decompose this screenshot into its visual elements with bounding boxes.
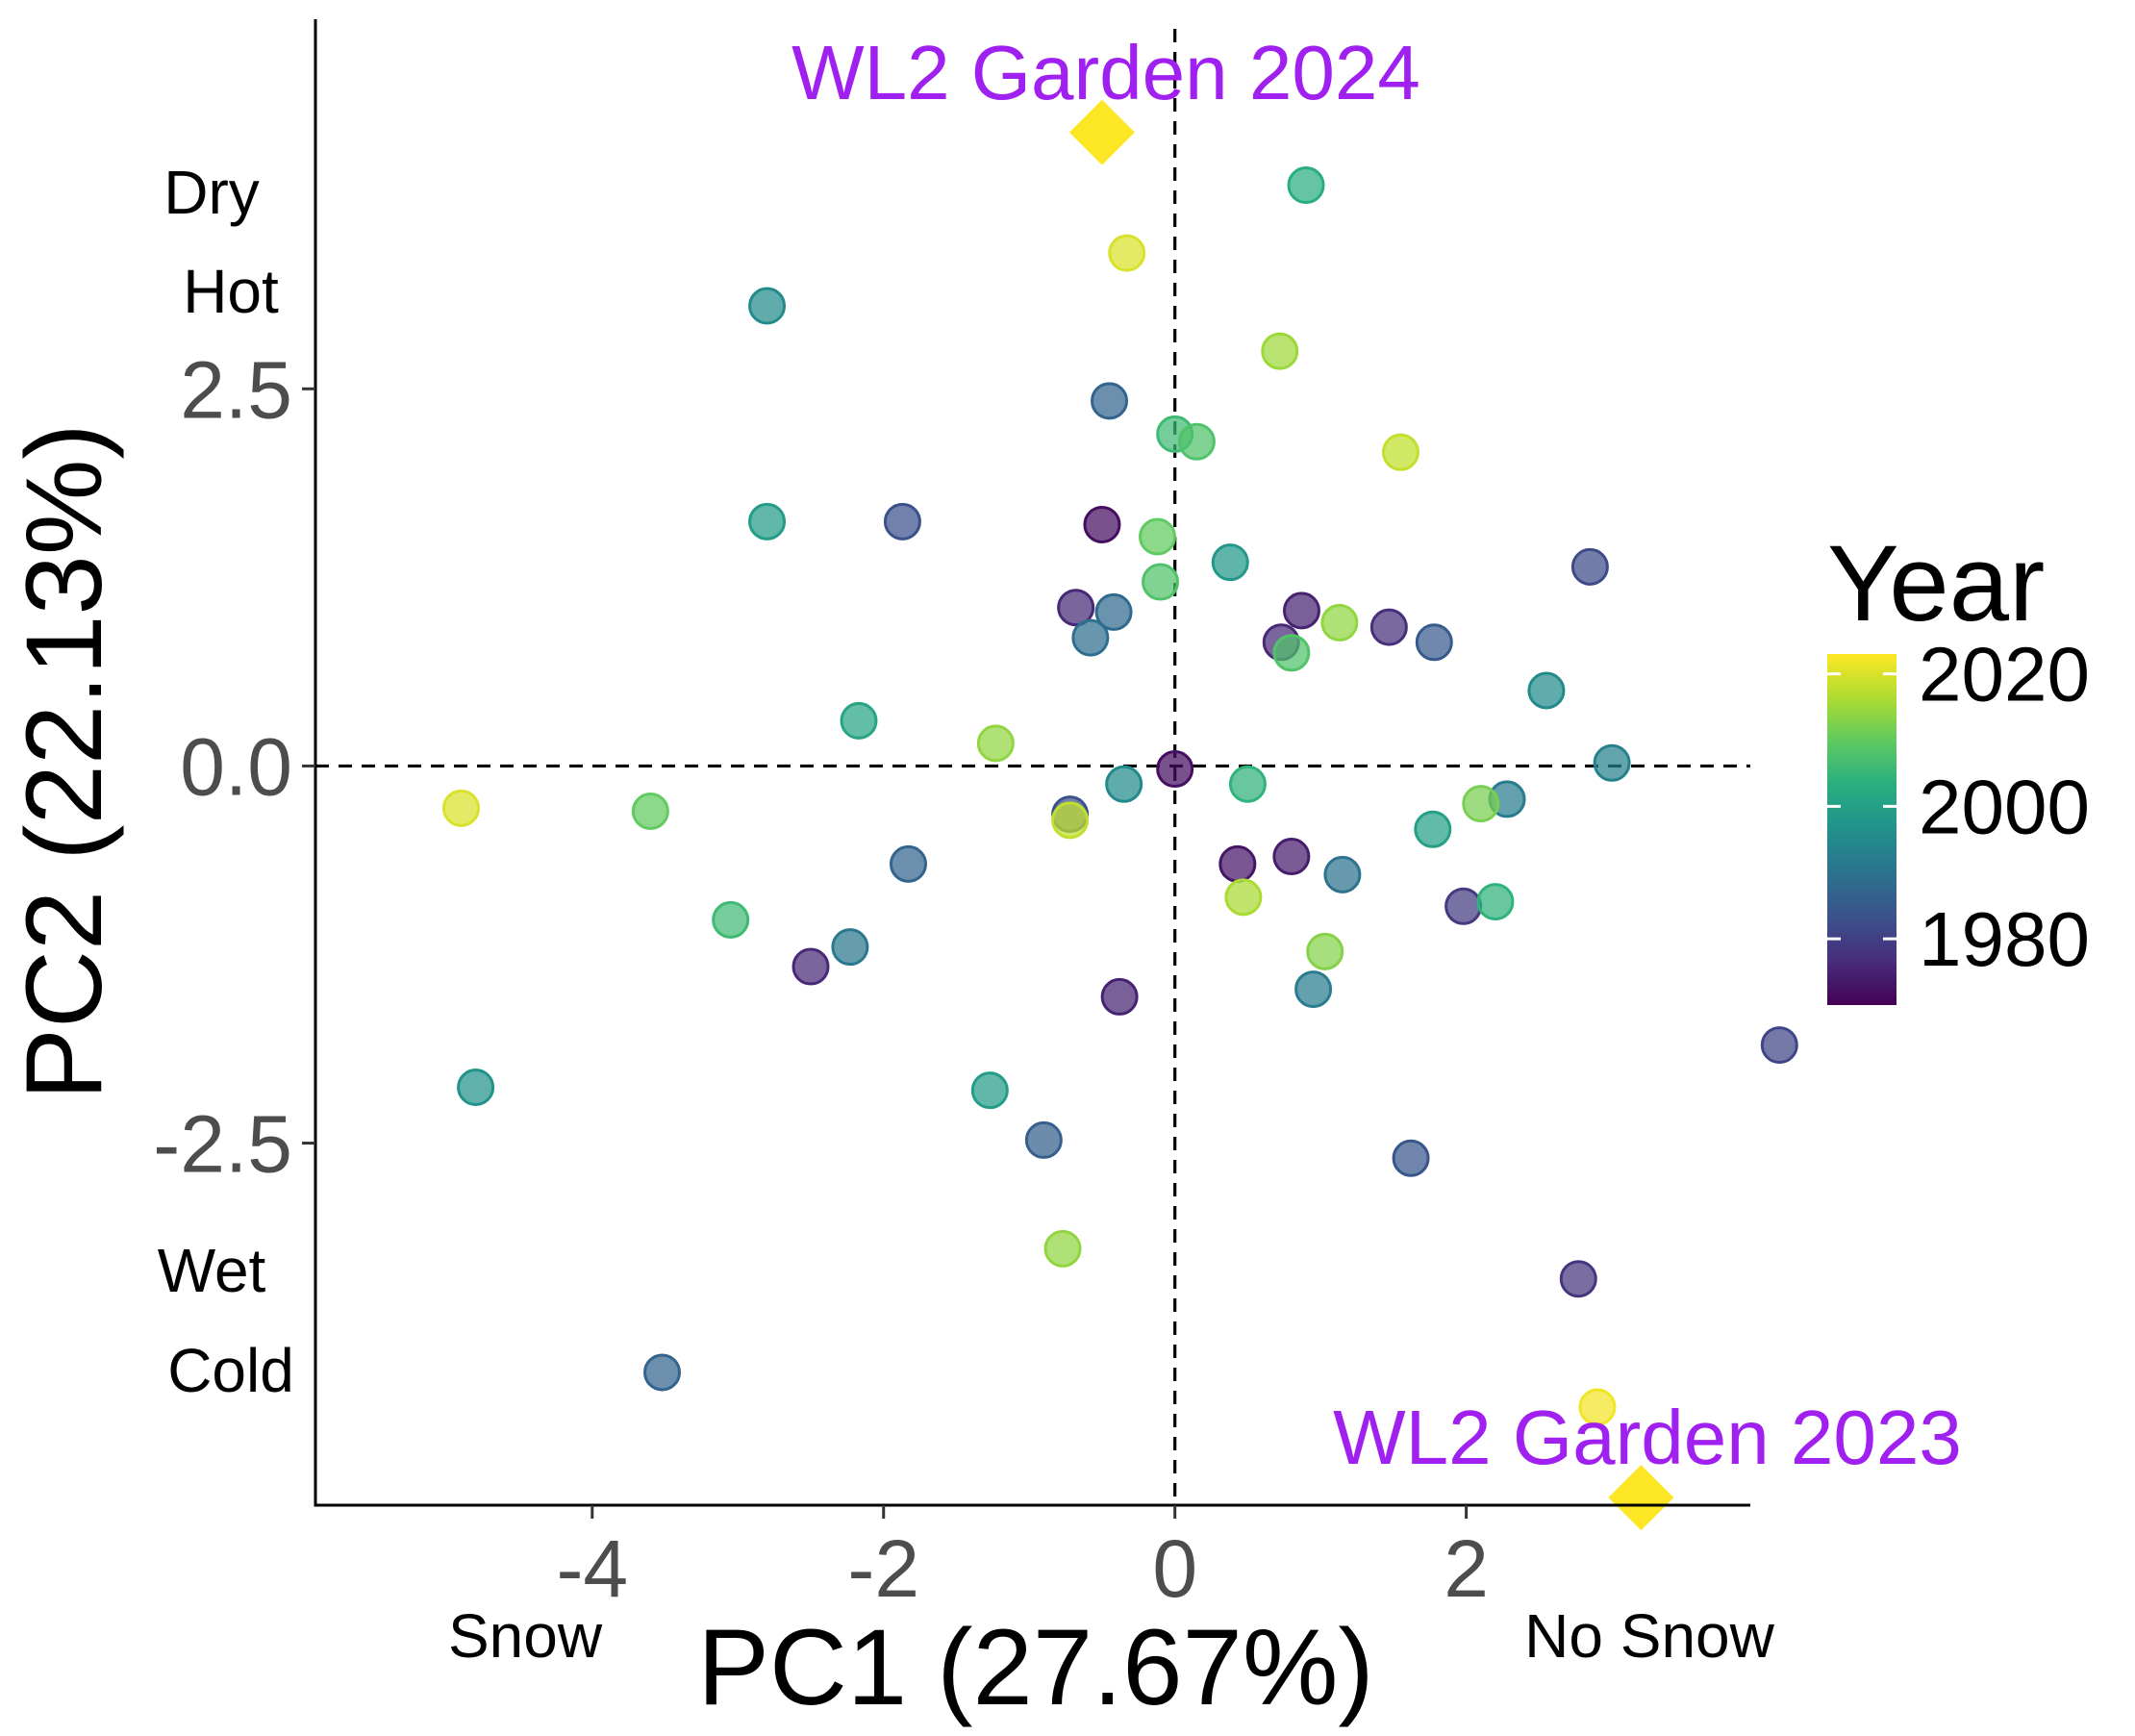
x-tick-label: 2 xyxy=(1444,1523,1489,1614)
data-point xyxy=(840,701,878,740)
data-point xyxy=(1578,1388,1617,1426)
data-point xyxy=(1071,618,1110,657)
y-tick-label: -2.5 xyxy=(153,1099,292,1190)
data-point xyxy=(1100,977,1139,1016)
garden-markers xyxy=(1068,99,1674,1531)
reference-lines xyxy=(315,29,1750,1505)
data-point xyxy=(1272,838,1311,876)
data-point xyxy=(1559,1260,1597,1298)
garden-label: WL2 Garden 2024 xyxy=(791,30,1420,115)
data-point xyxy=(1142,563,1180,601)
data-point xyxy=(1272,634,1311,672)
cold-label: Cold xyxy=(167,1336,294,1405)
data-point xyxy=(1287,166,1325,205)
dry-label: Dry xyxy=(163,158,260,227)
data-point xyxy=(441,789,480,827)
wet-label: Wet xyxy=(158,1236,266,1305)
y-tick-label: 0.0 xyxy=(180,721,292,812)
data-point xyxy=(1593,743,1631,782)
data-point xyxy=(1156,750,1194,789)
data-point xyxy=(1415,623,1453,662)
data-point xyxy=(1527,671,1566,710)
y-tick-label: 2.5 xyxy=(180,344,292,435)
data-point xyxy=(1177,422,1216,461)
x-tick-label: -2 xyxy=(847,1523,919,1614)
data-point xyxy=(1139,517,1177,556)
data-point xyxy=(791,947,830,986)
data-point xyxy=(831,928,869,967)
data-point xyxy=(1444,887,1483,925)
x-tick-label: -4 xyxy=(556,1523,628,1614)
data-point xyxy=(1760,1026,1798,1065)
data-point xyxy=(1083,505,1121,543)
data-point xyxy=(1282,591,1320,630)
legend-tick-label: 1980 xyxy=(1919,896,2090,982)
data-point xyxy=(1043,1229,1082,1268)
data-point xyxy=(1224,878,1263,917)
data-point xyxy=(1094,592,1133,631)
data-point xyxy=(1051,801,1090,840)
data-point xyxy=(970,1071,1009,1110)
data-point xyxy=(1024,1120,1063,1159)
data-point xyxy=(1057,589,1095,627)
garden-diamond-marker xyxy=(1608,1465,1674,1531)
garden-diamond-marker xyxy=(1068,99,1135,165)
data-point xyxy=(1570,547,1609,586)
data-point xyxy=(1369,608,1408,646)
legend: Year 1980 2000 2020 xyxy=(1827,523,2090,1005)
data-point xyxy=(883,502,921,541)
data-point xyxy=(1476,883,1515,921)
data-point xyxy=(1228,765,1267,803)
legend-tick-label: 2000 xyxy=(1919,764,2090,849)
garden-label: WL2 Garden 2023 xyxy=(1333,1395,1962,1480)
x-axis-title: PC1 (27.67%) xyxy=(697,1607,1373,1727)
data-point xyxy=(1218,844,1257,883)
data-point xyxy=(748,502,787,541)
data-point xyxy=(1105,765,1143,803)
data-point xyxy=(1306,932,1344,970)
data-point xyxy=(1091,382,1129,420)
data-points xyxy=(441,166,1798,1426)
data-point xyxy=(1392,1139,1430,1177)
data-point xyxy=(631,792,669,830)
legend-title: Year xyxy=(1827,523,2045,643)
data-point xyxy=(1381,433,1419,471)
axes xyxy=(302,19,1750,1519)
data-point xyxy=(1261,332,1299,370)
data-point xyxy=(1108,234,1146,272)
colorbar xyxy=(1827,654,1896,1005)
hot-label: Hot xyxy=(183,257,279,326)
data-point xyxy=(1414,810,1452,848)
data-point xyxy=(1211,543,1249,582)
snow-label: Snow xyxy=(448,1601,603,1671)
data-point xyxy=(712,900,750,939)
data-point xyxy=(1462,785,1500,823)
data-point xyxy=(748,287,787,325)
data-point xyxy=(643,1353,682,1392)
data-point xyxy=(1320,603,1359,642)
data-point xyxy=(889,844,927,883)
legend-tick-label: 2020 xyxy=(1919,632,2090,717)
chart-text: WL2 Garden 2024 WL2 Garden 2023 -4 -2 0 2 -2.5… xyxy=(4,30,1962,1727)
x-tick-label: 0 xyxy=(1152,1523,1197,1614)
no-snow-label: No Snow xyxy=(1524,1601,1774,1671)
data-point xyxy=(1294,970,1333,1009)
data-point xyxy=(457,1069,495,1107)
data-point xyxy=(1323,855,1362,893)
data-point xyxy=(976,724,1015,763)
y-axis-title: PC2 (22.13%) xyxy=(4,423,124,1099)
